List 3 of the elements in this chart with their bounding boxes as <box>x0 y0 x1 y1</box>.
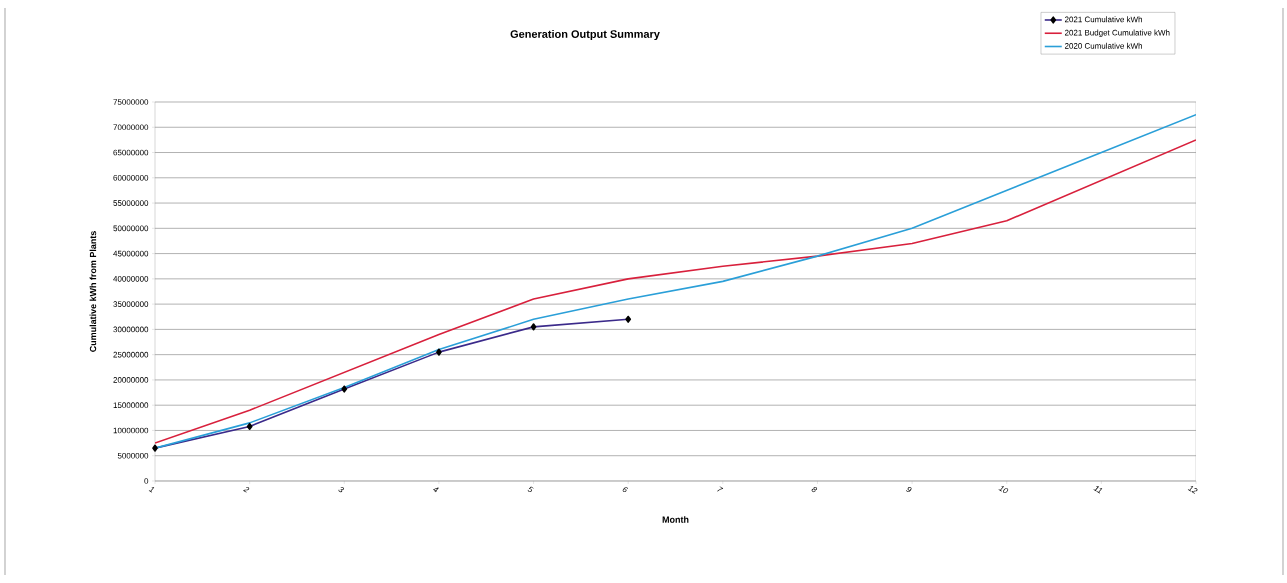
x-axis-title: Month <box>662 516 689 523</box>
y-axis-title: Cumulative kWh from Plants <box>89 231 97 352</box>
chart-title: Generation Output Summary <box>510 29 660 41</box>
